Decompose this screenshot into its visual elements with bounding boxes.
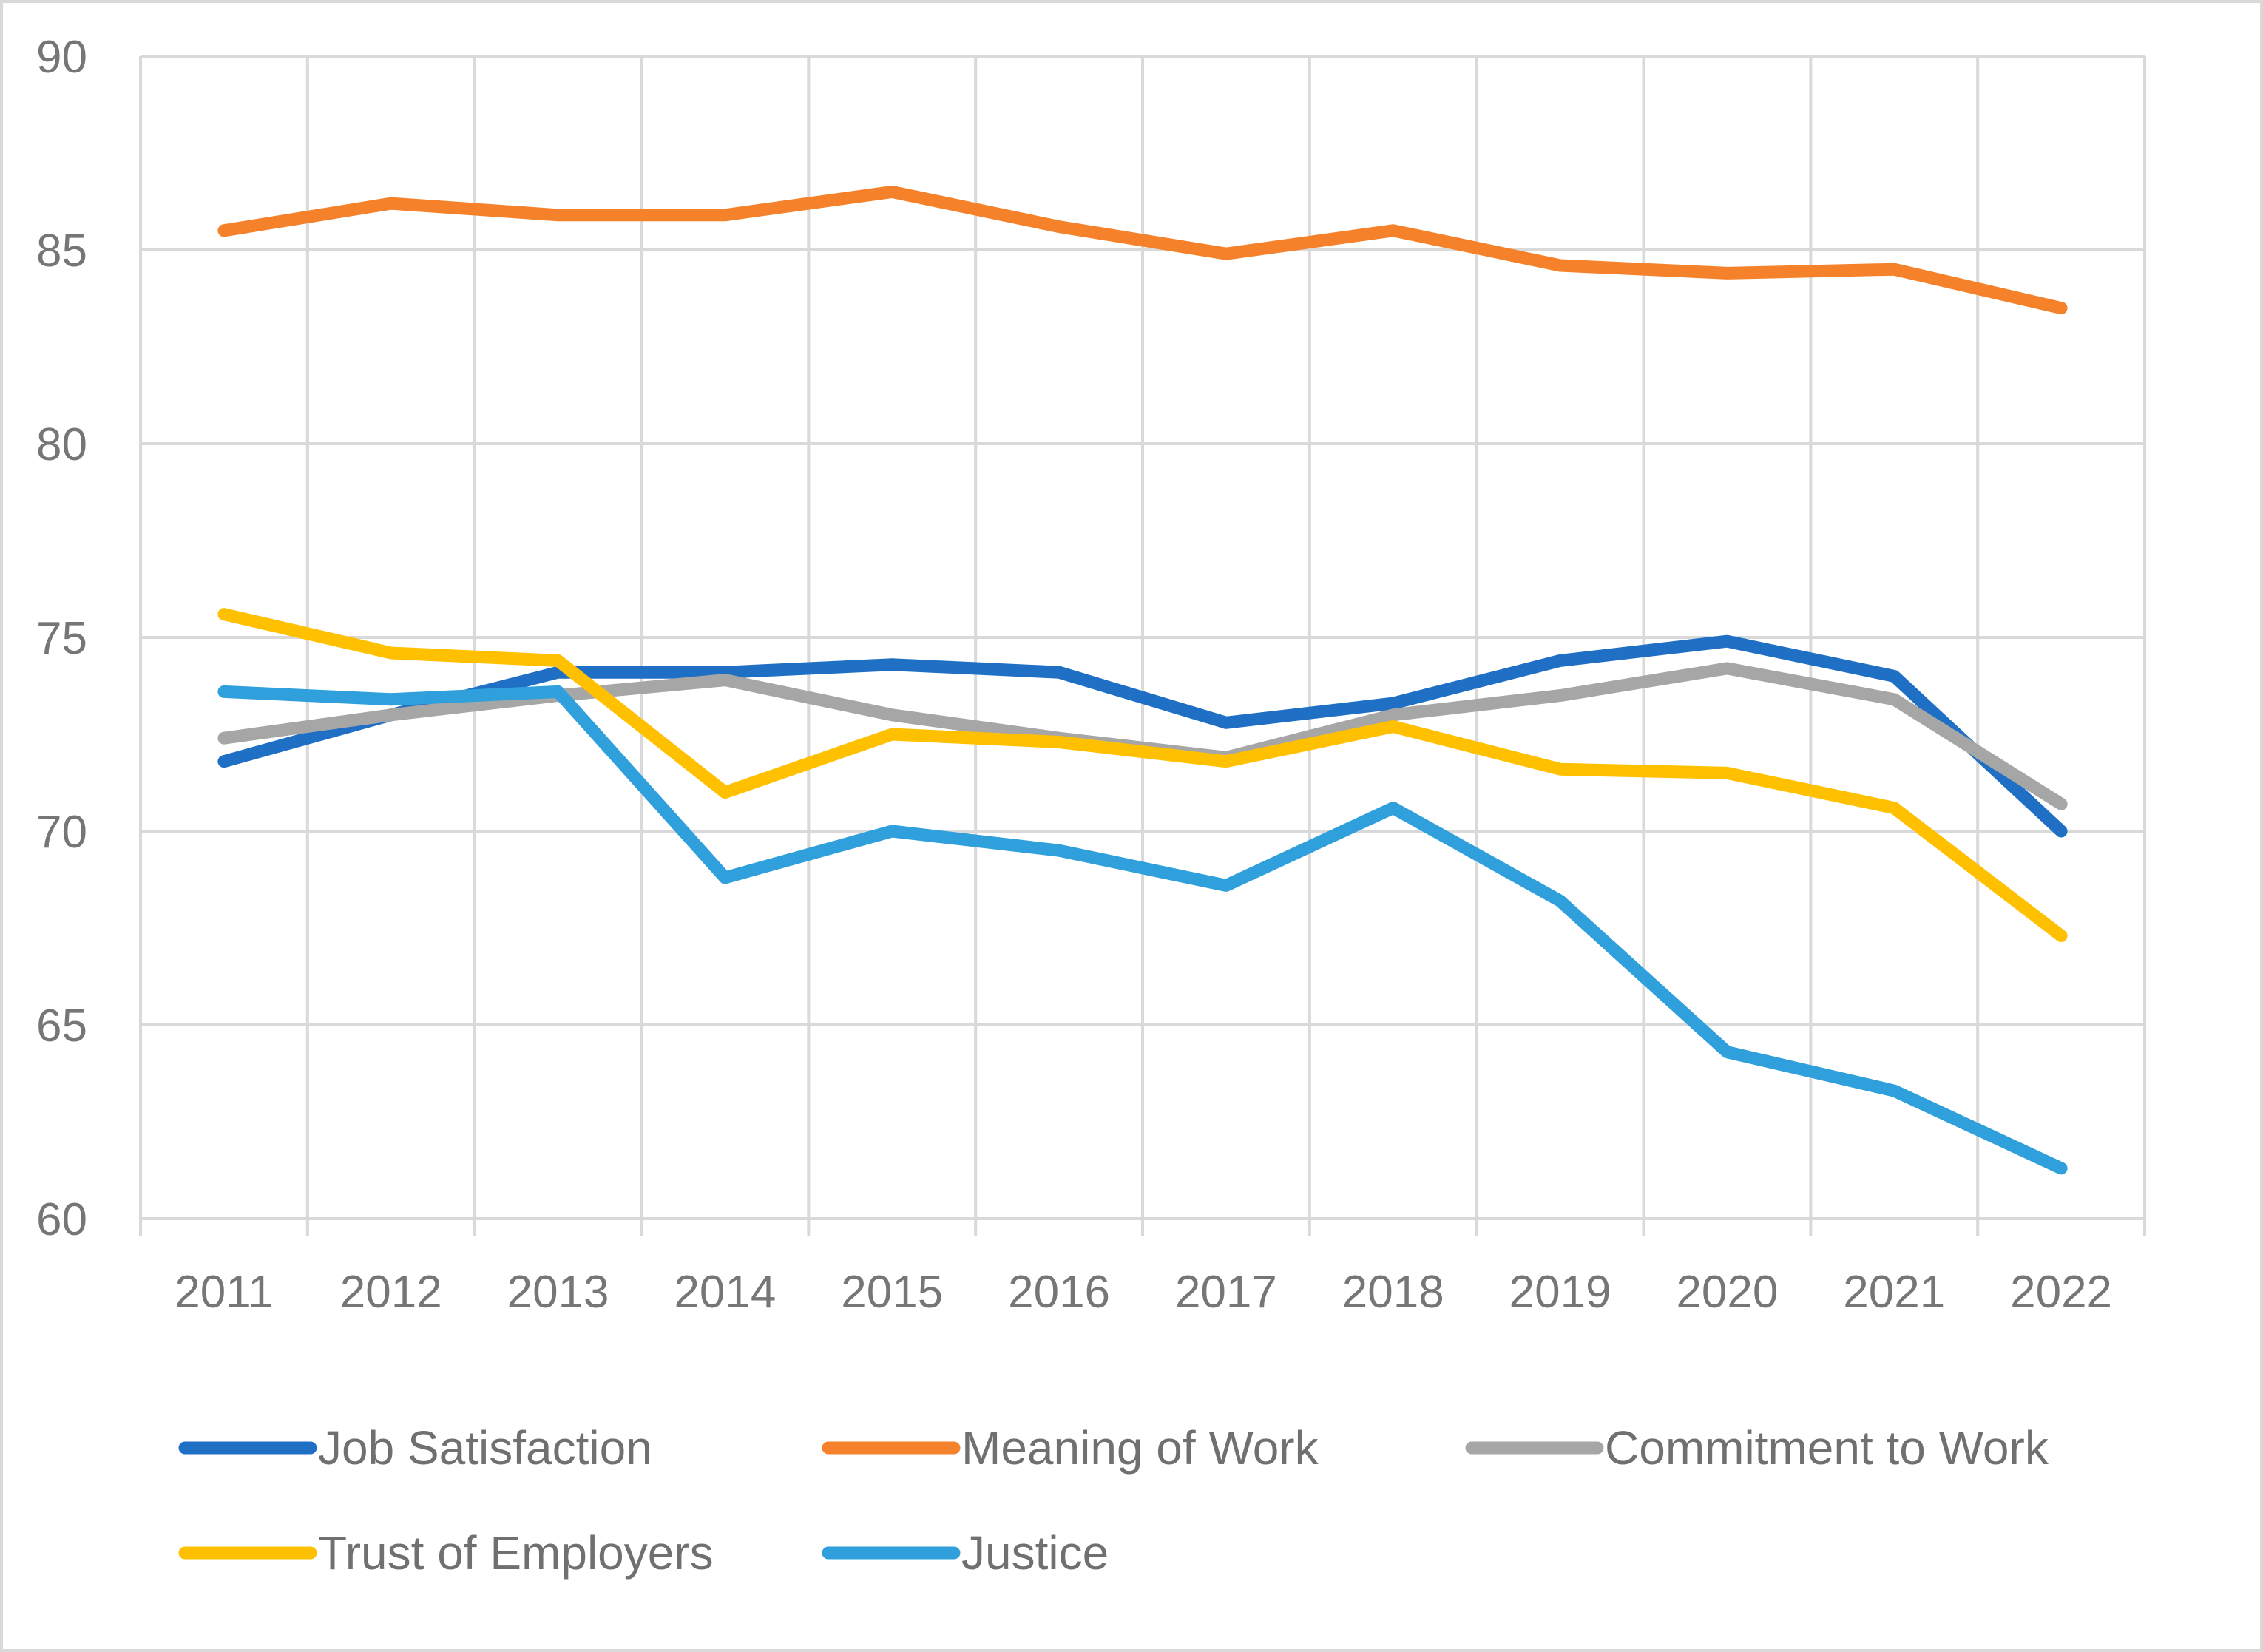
x-tick-label: 2020 bbox=[1676, 1267, 1778, 1318]
series-line-meaning-of-work bbox=[217, 185, 2068, 315]
series-line-trust-of-employers bbox=[217, 608, 2068, 942]
series-lines bbox=[217, 185, 2068, 1175]
legend: Job Satisfaction Meaning of Work Commitmen… bbox=[178, 1421, 2049, 1580]
legend-label-trust-of-employers: Trust of Employers bbox=[318, 1526, 714, 1580]
gridlines bbox=[139, 55, 2146, 1236]
x-tick-label: 2011 bbox=[175, 1267, 273, 1318]
y-tick-label: 80 bbox=[36, 419, 87, 470]
x-tick-label: 2017 bbox=[1175, 1267, 1277, 1318]
legend-label-justice: Justice bbox=[961, 1526, 1109, 1580]
legend-label-commitment-to-work: Commitment to Work bbox=[1605, 1421, 2049, 1475]
series-line-justice bbox=[217, 685, 2068, 1175]
x-tick-label: 2016 bbox=[1008, 1267, 1110, 1318]
y-tick-label: 85 bbox=[36, 226, 87, 277]
y-tick-label: 60 bbox=[36, 1194, 87, 1245]
x-tick-label: 2015 bbox=[841, 1267, 943, 1318]
legend-label-job-satisfaction: Job Satisfaction bbox=[318, 1421, 652, 1475]
x-tick-label: 2019 bbox=[1509, 1267, 1611, 1318]
axes: 60 65 70 75 80 85 90 2011 2012 2013 2014 2015 2016 20… bbox=[36, 32, 2112, 1318]
series-line-job-satisfaction bbox=[217, 634, 2068, 838]
y-tick-label: 65 bbox=[36, 1001, 87, 1052]
y-tick-label: 70 bbox=[36, 807, 87, 858]
x-tick-label: 2021 bbox=[1843, 1267, 1945, 1318]
legend-label-meaning-of-work: Meaning of Work bbox=[961, 1421, 1319, 1475]
x-tick-label: 2012 bbox=[340, 1267, 442, 1318]
x-tick-label: 2014 bbox=[674, 1267, 776, 1318]
y-tick-label: 75 bbox=[36, 613, 87, 664]
x-tick-label: 2022 bbox=[2010, 1267, 2112, 1318]
y-tick-label: 90 bbox=[36, 32, 87, 83]
x-tick-label: 2018 bbox=[1342, 1267, 1444, 1318]
x-tick-label: 2013 bbox=[507, 1267, 609, 1318]
